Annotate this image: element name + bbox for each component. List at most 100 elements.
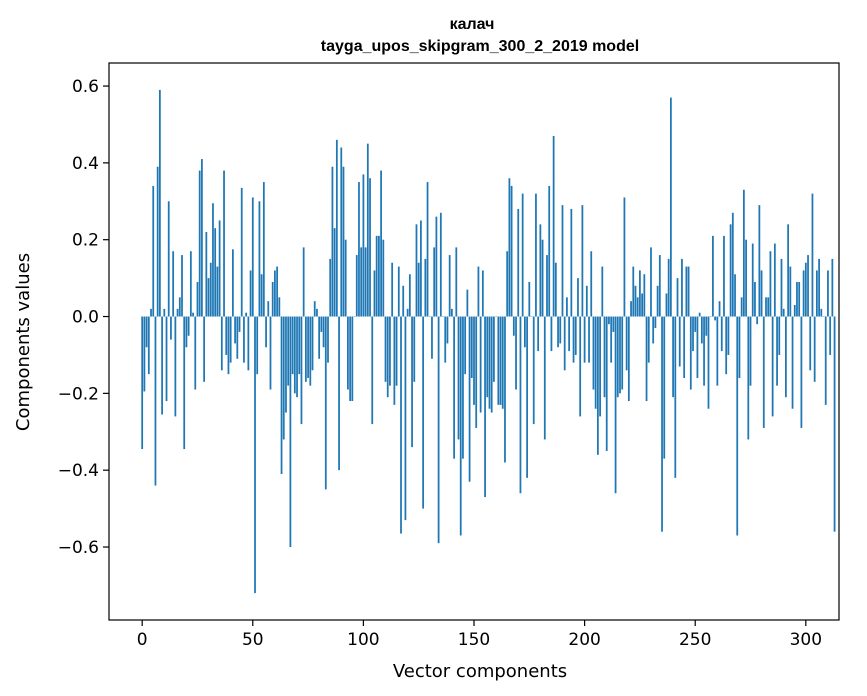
bar-230: [650, 247, 652, 317]
bar-301: [807, 255, 809, 317]
bar-131: [431, 316, 433, 359]
bar-177: [532, 316, 535, 425]
bar-231: [652, 316, 655, 344]
bar-27: [201, 159, 203, 317]
bar-104: [371, 316, 374, 425]
bar-52: [256, 316, 259, 375]
bar-63: [280, 316, 283, 475]
bar-244: [681, 258, 683, 317]
bar-150: [473, 316, 475, 405]
bar-241: [674, 316, 677, 478]
bar-112: [389, 316, 391, 386]
bar-213: [612, 316, 615, 332]
bar-302: [809, 316, 812, 371]
x-tick-label: 300: [790, 630, 822, 650]
bar-62: [278, 297, 281, 317]
bar-287: [776, 316, 778, 386]
bar-188: [557, 316, 559, 348]
bar-197: [577, 278, 579, 317]
bar-138: [446, 316, 449, 344]
bar-293: [789, 266, 792, 317]
bar-216: [619, 316, 621, 394]
x-axis: 0 50 100 150 200 250 300: [137, 620, 822, 650]
bar-253: [700, 316, 703, 344]
bar-102: [366, 143, 369, 317]
bar-276: [751, 243, 754, 317]
bar-148: [468, 316, 471, 482]
bar-99: [360, 247, 363, 317]
bar-224: [636, 297, 639, 317]
bar-204: [592, 316, 595, 390]
bar-6: [154, 316, 157, 486]
bar-144: [459, 316, 462, 536]
bar-151: [475, 316, 478, 428]
bar-61: [276, 266, 279, 317]
bar-217: [621, 316, 624, 390]
bar-60: [274, 270, 276, 317]
bar-75: [307, 316, 309, 378]
bar-28: [203, 316, 206, 382]
bar-94: [349, 316, 352, 402]
bar-89: [338, 316, 340, 471]
bar-280: [760, 270, 763, 317]
bar-167: [510, 185, 513, 317]
bar-11: [165, 316, 168, 402]
bar-261: [718, 301, 721, 317]
bar-282: [765, 297, 767, 317]
bar-129: [426, 182, 429, 317]
bar-183: [546, 255, 548, 317]
y-tick-label: 0.4: [72, 154, 99, 174]
bar-243: [678, 316, 681, 367]
bar-274: [747, 316, 750, 440]
bar-258: [712, 235, 714, 317]
bar-207: [599, 316, 601, 417]
bar-288: [778, 316, 781, 355]
bar-5: [152, 185, 155, 317]
bar-51: [254, 316, 256, 594]
bar-125: [417, 262, 420, 317]
bar-246: [685, 266, 688, 317]
bar-36: [220, 316, 223, 371]
bar-71: [298, 316, 301, 375]
bar-169: [515, 316, 517, 390]
bar-236: [663, 316, 666, 459]
bar-182: [543, 316, 546, 440]
bar-163: [501, 316, 504, 409]
bar-90: [340, 147, 343, 317]
bar-139: [448, 255, 451, 317]
bar-56: [265, 316, 267, 348]
bar-191: [563, 316, 566, 371]
y-tick-label: 0.2: [72, 231, 99, 251]
y-axis: −0.6 −0.4 −0.2 0.0 0.2 0.4 0.6: [58, 77, 109, 558]
bar-196: [574, 316, 577, 355]
bar-286: [773, 243, 776, 317]
bar-115: [395, 316, 398, 386]
bar-137: [444, 316, 447, 363]
bar-312: [831, 258, 834, 317]
bar-147: [466, 289, 469, 317]
bar-88: [335, 139, 338, 317]
bar-22: [189, 251, 192, 317]
bar-221: [630, 301, 632, 317]
bar-149: [470, 316, 473, 378]
bar-173: [523, 316, 526, 348]
bar-14: [172, 251, 175, 317]
bar-235: [661, 316, 663, 532]
bar-294: [791, 316, 794, 409]
x-axis-label: Vector components: [393, 661, 567, 682]
bar-135: [439, 212, 442, 317]
bar-277: [754, 281, 756, 317]
bar-8: [158, 89, 161, 317]
bar-21: [187, 316, 190, 336]
bar-64: [282, 316, 285, 440]
bar-305: [815, 270, 818, 317]
plot-frame: [108, 62, 840, 621]
bar-215: [616, 316, 619, 398]
bar-159: [493, 316, 495, 382]
bar-59: [271, 281, 274, 317]
bar-187: [554, 262, 557, 317]
bar-35: [218, 220, 221, 317]
y-tick-label: 0.6: [72, 77, 99, 97]
y-tick-label: −0.6: [58, 538, 99, 558]
